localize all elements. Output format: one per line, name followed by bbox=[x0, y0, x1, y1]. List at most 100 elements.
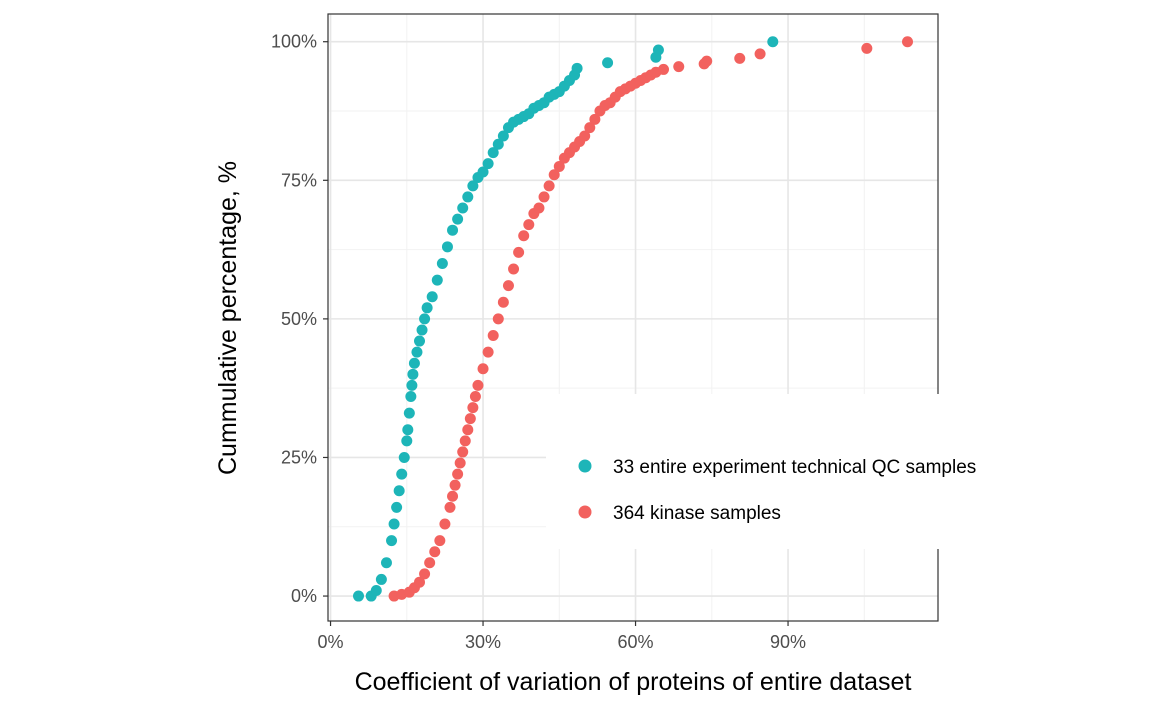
legend-label-kinase: 364 kinase samples bbox=[613, 503, 781, 524]
x-tick-label: 60% bbox=[618, 632, 654, 652]
data-point bbox=[462, 191, 474, 203]
series-0 bbox=[353, 36, 779, 602]
data-point bbox=[734, 52, 746, 64]
data-point bbox=[457, 446, 469, 458]
data-point bbox=[502, 280, 514, 292]
legend-key-qc bbox=[578, 459, 592, 473]
data-point bbox=[459, 435, 471, 447]
data-point bbox=[487, 147, 499, 159]
data-point bbox=[396, 468, 408, 480]
data-point bbox=[543, 180, 555, 192]
data-point bbox=[513, 246, 525, 258]
data-point bbox=[589, 113, 601, 125]
data-point bbox=[538, 191, 550, 203]
data-point bbox=[571, 62, 583, 74]
data-point bbox=[477, 363, 489, 375]
x-tick-label: 0% bbox=[318, 632, 344, 652]
data-point bbox=[408, 357, 420, 369]
data-point bbox=[553, 160, 565, 172]
y-tick-label: 25% bbox=[281, 447, 317, 467]
data-point bbox=[861, 42, 873, 54]
y-tick-label: 0% bbox=[291, 586, 317, 606]
data-point bbox=[402, 424, 414, 436]
data-point bbox=[482, 158, 494, 170]
data-point bbox=[391, 501, 403, 513]
data-point bbox=[386, 535, 398, 547]
data-point bbox=[464, 413, 476, 425]
data-point bbox=[533, 202, 545, 214]
data-point bbox=[370, 585, 382, 597]
data-point bbox=[393, 485, 405, 497]
plot-panel-border bbox=[327, 13, 939, 622]
data-point bbox=[579, 130, 591, 142]
data-point bbox=[419, 568, 431, 580]
data-point bbox=[407, 368, 419, 380]
data-point bbox=[467, 402, 479, 414]
data-point bbox=[436, 257, 448, 269]
data-point bbox=[482, 346, 494, 358]
legend: 33 entire experiment technical QC sample… bbox=[546, 394, 976, 549]
data-point bbox=[469, 390, 481, 402]
data-point bbox=[652, 44, 664, 56]
data-point bbox=[444, 501, 456, 513]
data-point bbox=[431, 274, 443, 286]
data-point bbox=[487, 330, 499, 342]
data-point bbox=[447, 490, 459, 502]
data-point bbox=[508, 263, 520, 275]
data-point bbox=[353, 590, 364, 602]
data-point bbox=[449, 479, 461, 491]
data-point bbox=[401, 435, 413, 447]
data-point bbox=[403, 407, 415, 419]
data-point bbox=[754, 48, 766, 60]
data-point bbox=[767, 36, 779, 48]
data-point bbox=[414, 576, 425, 588]
points-layer bbox=[353, 36, 913, 602]
data-point bbox=[388, 518, 400, 530]
data-point bbox=[406, 379, 418, 391]
data-point bbox=[523, 219, 535, 231]
data-point bbox=[419, 313, 431, 325]
legend-label-qc: 33 entire experiment technical QC sample… bbox=[613, 457, 976, 478]
axis-layer: 0% 30% 60% 90% 0% 25% 50% 75% 100% bbox=[271, 32, 806, 652]
data-point bbox=[414, 335, 425, 347]
data-point bbox=[673, 61, 685, 73]
data-point bbox=[452, 468, 464, 480]
data-point bbox=[492, 313, 504, 325]
x-tick-label: 90% bbox=[770, 632, 806, 652]
data-point bbox=[416, 324, 428, 336]
data-point bbox=[429, 546, 441, 558]
data-point bbox=[426, 291, 438, 303]
data-point bbox=[701, 55, 713, 67]
data-point bbox=[602, 57, 614, 69]
data-point bbox=[375, 573, 387, 585]
x-tick-label: 30% bbox=[465, 632, 501, 652]
data-point bbox=[457, 202, 469, 214]
data-point bbox=[467, 180, 479, 192]
data-point bbox=[424, 557, 436, 569]
data-point bbox=[411, 346, 423, 358]
y-axis-title: Cummulative percentage, % bbox=[214, 161, 242, 475]
data-point bbox=[548, 169, 560, 181]
data-point bbox=[380, 557, 392, 569]
data-point bbox=[447, 224, 459, 236]
y-tick-label: 75% bbox=[281, 170, 317, 190]
data-point bbox=[434, 535, 446, 547]
data-point bbox=[518, 230, 530, 242]
data-point bbox=[477, 166, 489, 178]
y-tick-label: 50% bbox=[281, 309, 317, 329]
legend-key-kinase bbox=[578, 505, 592, 519]
legend-background bbox=[546, 394, 946, 549]
y-tick-label: 100% bbox=[271, 32, 317, 52]
data-point bbox=[421, 302, 433, 314]
data-point bbox=[472, 379, 484, 391]
data-point bbox=[405, 390, 417, 402]
data-point bbox=[492, 138, 504, 150]
data-point bbox=[497, 130, 509, 142]
series-1 bbox=[388, 36, 913, 602]
data-point bbox=[497, 296, 509, 308]
data-point bbox=[658, 63, 669, 75]
data-point bbox=[902, 36, 913, 48]
data-point bbox=[462, 424, 474, 436]
